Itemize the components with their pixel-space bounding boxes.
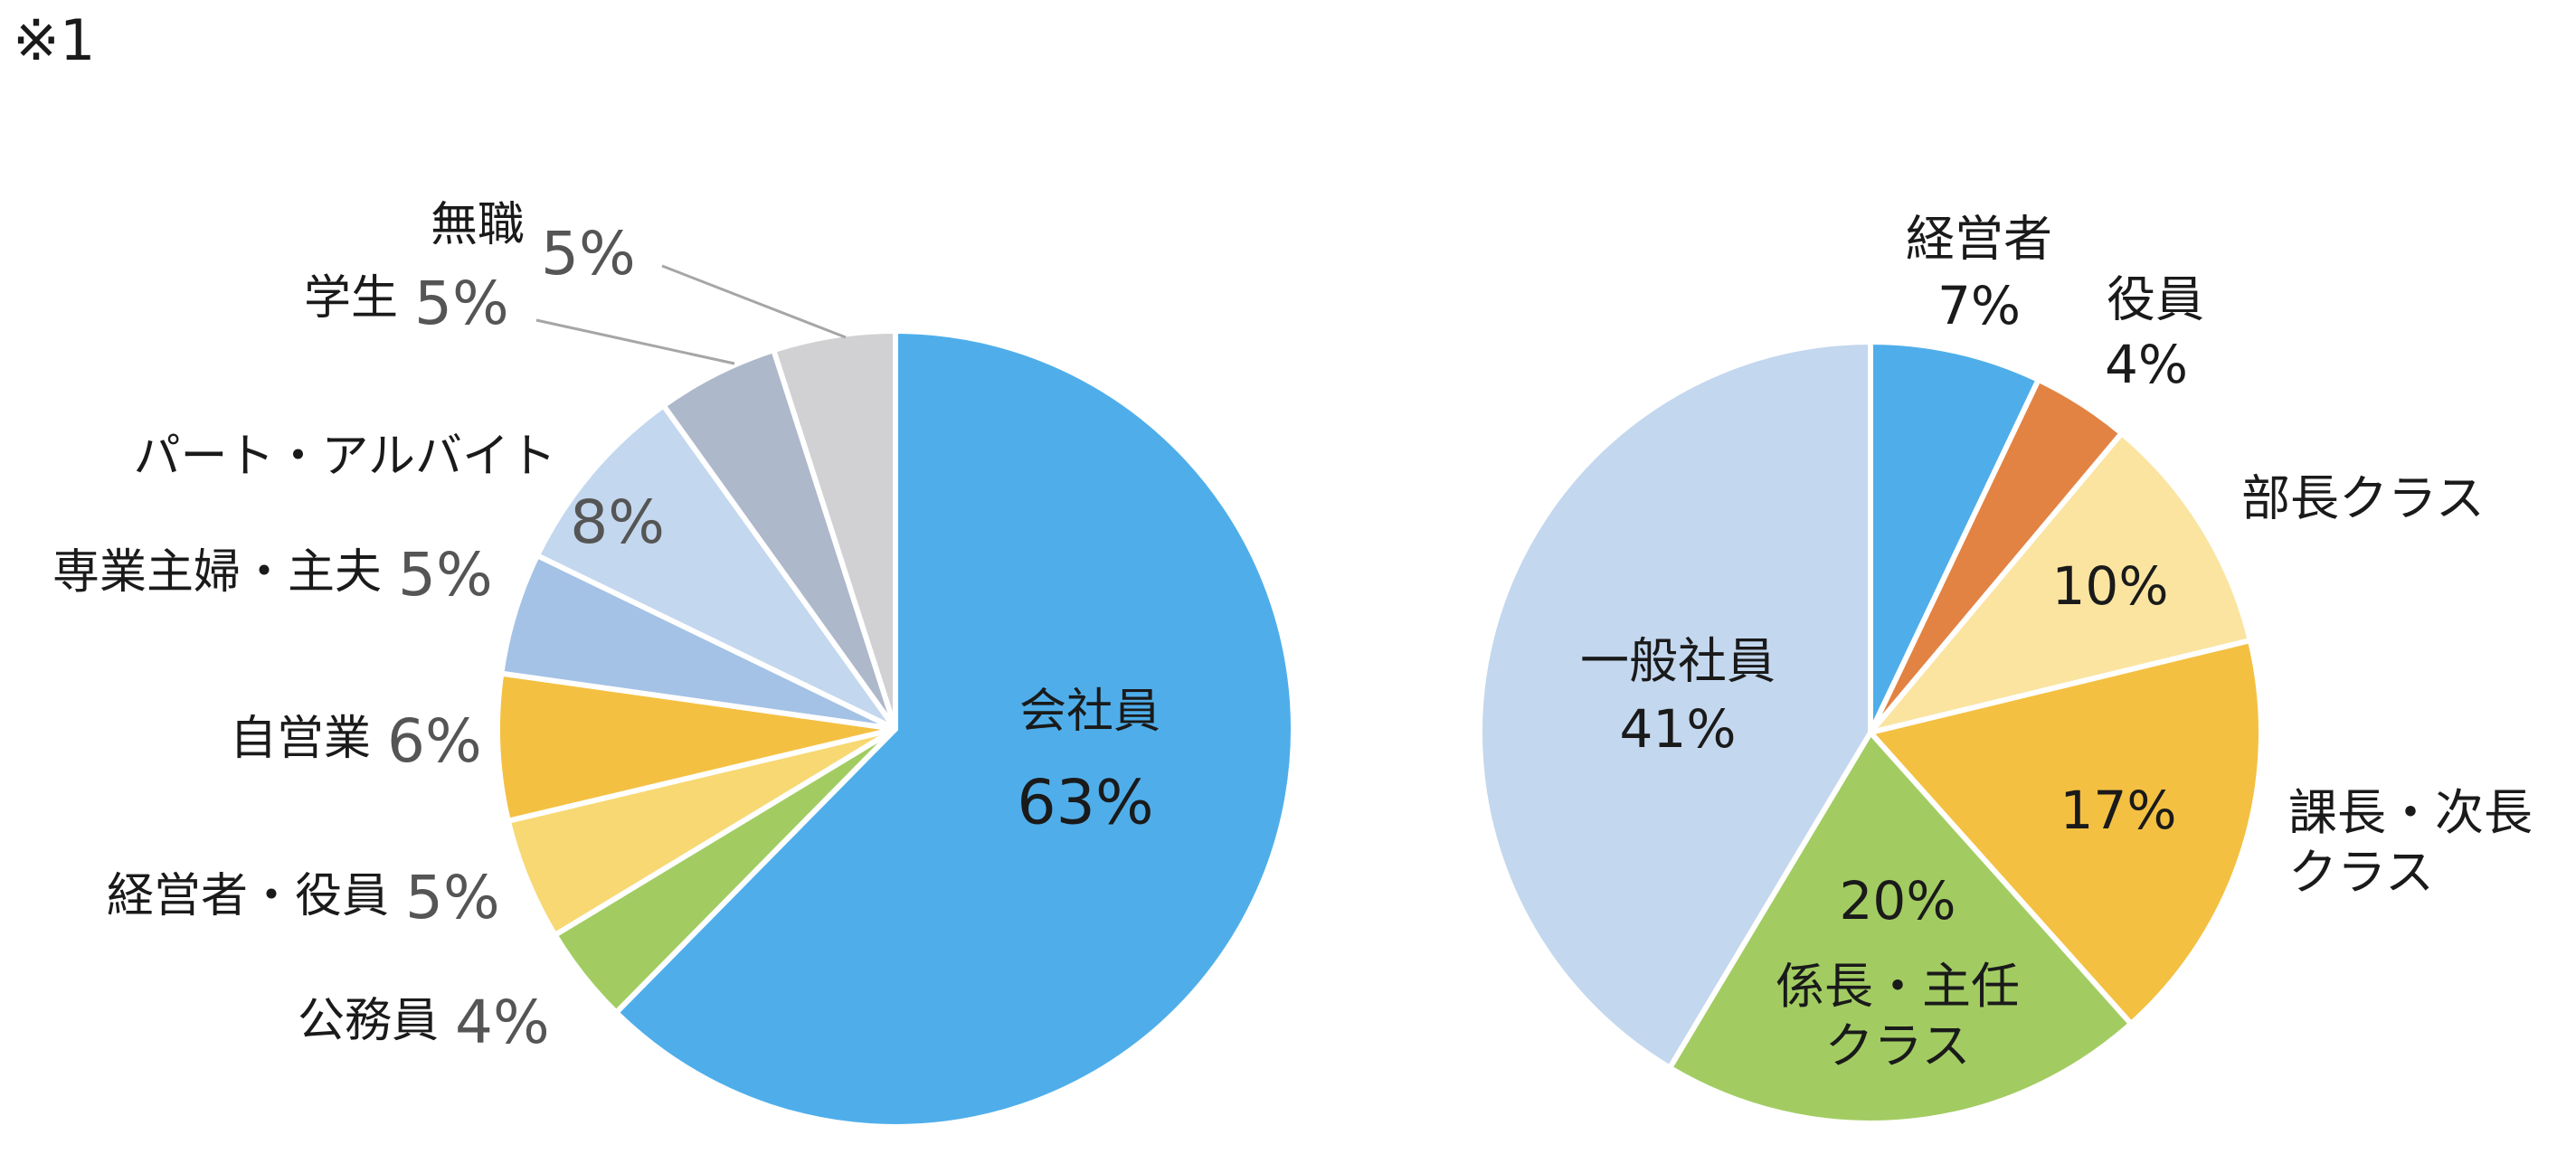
footnote-mark: ※1 xyxy=(13,7,96,73)
pie2-label-5: 一般社員 xyxy=(1580,633,1776,690)
pie1-label-2: 経営者・役員 xyxy=(107,869,389,923)
pie1-value-1: 4% xyxy=(455,988,550,1057)
pie1-value-6: 5% xyxy=(414,269,509,338)
pie2-slice-2 xyxy=(1868,430,2253,735)
pie1-slice-5 xyxy=(534,402,898,732)
pie1-value-2: 5% xyxy=(405,863,500,932)
pie2-value-0: 7% xyxy=(1937,275,2021,336)
pie1-value-7: 5% xyxy=(541,219,636,288)
pie2-value-3: 17% xyxy=(2060,780,2177,841)
pie2-label-3: 課長・次長クラス xyxy=(2288,784,2533,901)
pie1-value-4: 5% xyxy=(398,540,493,610)
pie2-label-2: 部長クラス xyxy=(2241,470,2485,527)
pie1-leader-6 xyxy=(535,318,735,365)
pie2-slice-5 xyxy=(1477,339,1873,1071)
pie2-slice-4 xyxy=(1667,730,2135,1126)
pie1-slice-3 xyxy=(495,670,898,824)
pie2-label-1: 役員 xyxy=(2107,271,2204,328)
pie1-slice-7 xyxy=(771,328,898,732)
pie1-label-4: 専業主婦・主夫 xyxy=(52,545,382,600)
pie2-label-4: 係長・主任クラス xyxy=(1776,958,2020,1074)
pie2-value-2: 10% xyxy=(2052,555,2169,617)
pie1-leader-7 xyxy=(661,264,847,339)
pie2-value-5: 41% xyxy=(1620,698,1737,760)
pie1-label-0: 会社員 xyxy=(1019,685,1160,739)
pie1-label-3: 自営業 xyxy=(230,712,371,766)
pie1-label-6: 学生 xyxy=(304,271,398,326)
pie2-value-4: 20% xyxy=(1840,870,1956,932)
pie2-slice-0 xyxy=(1868,339,2041,735)
pie1-value-5: 8% xyxy=(570,487,665,557)
pie1-label-7: 無職 xyxy=(431,198,525,252)
pie1-label-1: 公務員 xyxy=(298,994,439,1048)
pie2-slice-3 xyxy=(1868,638,2264,1026)
pie1-slice-0 xyxy=(613,328,1296,1130)
pie2-label-0: 経営者 xyxy=(1906,211,2052,268)
pie2-value-1: 4% xyxy=(2105,334,2188,395)
pie1-value-0: 63% xyxy=(1017,768,1153,839)
pie1-label-5: パート・アルバイト xyxy=(134,430,556,484)
pie1-value-3: 6% xyxy=(387,706,482,776)
